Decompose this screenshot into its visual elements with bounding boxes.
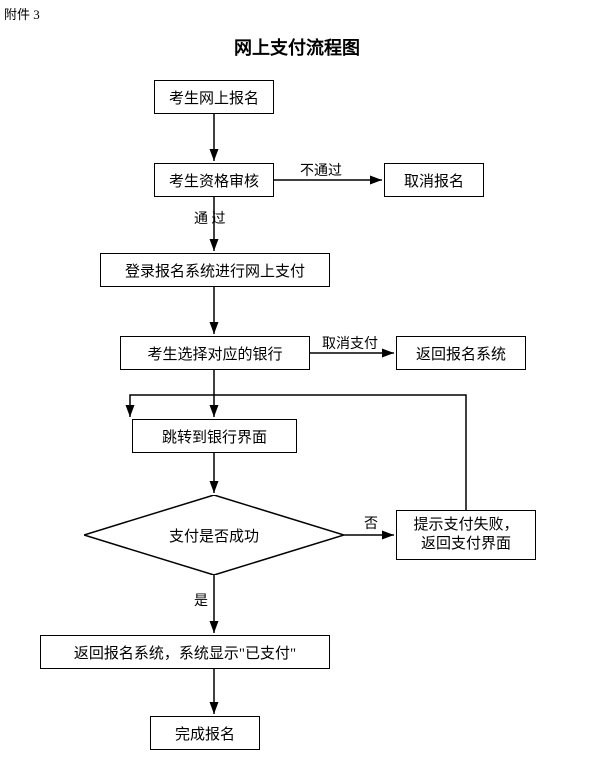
node-return-system: 返回报名系统 bbox=[396, 336, 526, 370]
node-login-pay: 登录报名系统进行网上支付 bbox=[100, 253, 330, 287]
node-bank-page: 跳转到银行界面 bbox=[132, 419, 297, 453]
node-signup: 考生网上报名 bbox=[154, 80, 274, 114]
node-cancel-signup: 取消报名 bbox=[384, 163, 484, 197]
node-qualify: 考生资格审核 bbox=[154, 163, 274, 197]
node-paid: 返回报名系统，系统显示"已支付" bbox=[40, 635, 330, 669]
edge-label-yes: 是 bbox=[192, 590, 210, 610]
edge-label-fail-qualify: 不通过 bbox=[298, 160, 344, 180]
edge-label-cancel-pay: 取消支付 bbox=[320, 333, 380, 353]
node-complete: 完成报名 bbox=[150, 716, 260, 750]
edge-label-no: 否 bbox=[362, 513, 380, 533]
node-pay-success-decision: 支付是否成功 bbox=[84, 495, 344, 575]
decision-label: 支付是否成功 bbox=[84, 495, 344, 575]
edge-label-pass: 通 过 bbox=[192, 208, 228, 228]
node-select-bank: 考生选择对应的银行 bbox=[120, 336, 310, 370]
page-title: 网上支付流程图 bbox=[0, 34, 594, 60]
attachment-label: 附件 3 bbox=[4, 4, 40, 23]
node-pay-fail: 提示支付失败， 返回支付界面 bbox=[396, 510, 536, 560]
